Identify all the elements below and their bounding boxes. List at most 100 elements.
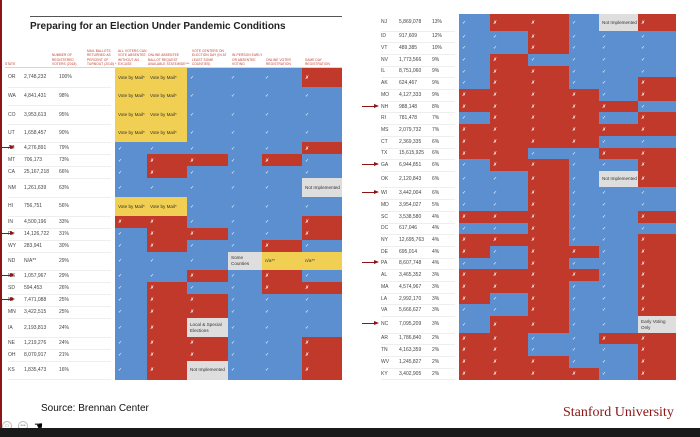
check-icon: ✓: [569, 344, 599, 357]
check-icon: ✓: [459, 65, 490, 78]
row-divider: [381, 234, 455, 236]
vote-by-mail-cell: Vote by Mail*: [147, 86, 187, 106]
state-code: CT: [381, 138, 388, 145]
vote-by-mail-cell: Vote by Mail*: [115, 68, 147, 88]
registered-voters: 8,070,917: [24, 351, 47, 358]
x-icon: ✗: [262, 270, 302, 283]
x-icon: ✗: [490, 316, 528, 334]
check-icon: ✓: [147, 251, 187, 271]
mail-ballot-percent: 6%: [432, 176, 440, 183]
x-icon: ✗: [302, 215, 342, 229]
check-icon: ✓: [228, 105, 262, 125]
state-code: WY: [8, 242, 17, 249]
registered-voters: 4,163,359: [399, 347, 422, 354]
x-icon: ✗: [262, 154, 302, 167]
check-icon: ✓: [115, 142, 147, 155]
state-code: NJ: [381, 19, 388, 26]
x-icon: ✗: [459, 245, 490, 259]
mail-ballot-percent: 56%: [59, 203, 70, 210]
check-icon: ✓: [147, 270, 187, 283]
check-icon: ✓: [569, 257, 599, 270]
check-icon: ✓: [569, 159, 599, 172]
check-icon: ✓: [228, 178, 262, 198]
row-divider: [381, 42, 455, 44]
registered-voters: 2,369,335: [399, 138, 422, 145]
check-icon: ✓: [569, 199, 599, 212]
cell-label: Vote by Mail*: [118, 203, 145, 209]
row-divider: [8, 239, 111, 241]
x-icon: ✗: [528, 89, 569, 102]
x-icon: ✗: [147, 154, 187, 167]
x-icon: ✗: [490, 356, 528, 369]
check-icon: ✓: [302, 318, 342, 338]
column-header: Online voter registration: [266, 57, 291, 66]
x-icon: ✗: [569, 124, 599, 137]
x-icon: ✗: [599, 100, 638, 113]
check-icon: ✓: [638, 53, 676, 67]
row-divider: [8, 166, 111, 168]
row-divider: [381, 344, 455, 346]
x-icon: ✗: [490, 124, 528, 137]
column-header: All voters can vote absentee without an …: [118, 49, 147, 66]
highlight-arrow-icon: [362, 103, 379, 109]
vote-by-mail-cell: Vote by Mail*: [115, 105, 147, 125]
check-icon: ✓: [569, 332, 599, 345]
x-icon: ✗: [528, 159, 569, 172]
check-icon: ✓: [228, 336, 262, 350]
check-icon: ✓: [599, 89, 638, 102]
check-icon: ✓: [187, 105, 228, 125]
check-icon: ✓: [638, 65, 676, 78]
vote-by-mail-cell: Vote by Mail*: [147, 105, 187, 125]
row-divider: [8, 227, 111, 229]
x-icon: ✗: [638, 332, 676, 345]
highlight-arrow-icon: [0, 145, 15, 150]
check-icon: ✓: [459, 14, 490, 31]
state-code: SD: [8, 285, 15, 292]
x-icon: ✗: [459, 367, 490, 380]
mail-ballot-percent: 29%: [59, 257, 70, 264]
row-divider: [381, 199, 455, 201]
x-icon: ✗: [528, 367, 569, 380]
registered-voters: 4,127,333: [399, 91, 422, 98]
x-icon: ✗: [490, 100, 528, 113]
x-icon: ✗: [490, 344, 528, 357]
state-code: TN: [381, 347, 388, 354]
check-icon: ✓: [115, 166, 147, 179]
row-divider: [381, 77, 455, 79]
x-icon: ✗: [528, 124, 569, 137]
state-code: OK: [381, 176, 389, 183]
vote-by-mail-cell: n/a**: [262, 251, 302, 271]
x-icon: ✗: [638, 159, 676, 172]
state-code: AR: [381, 335, 388, 342]
registered-voters: 2,193,813: [24, 324, 47, 331]
check-icon: ✓: [599, 234, 638, 247]
row-divider: [381, 379, 455, 381]
mail-ballot-percent: 31%: [59, 230, 70, 237]
note-cell: Early Voting Only: [638, 316, 676, 334]
registered-voters: 917,609: [399, 33, 418, 40]
x-icon: ✗: [459, 332, 490, 345]
x-icon: ✗: [599, 332, 638, 345]
x-icon: ✗: [638, 245, 676, 259]
vote-by-mail-cell: Vote by Mail*: [147, 68, 187, 88]
state-code: NV: [381, 56, 388, 63]
check-icon: ✓: [599, 65, 638, 78]
mail-ballot-percent: 100%: [59, 74, 72, 81]
x-icon: ✗: [490, 281, 528, 294]
check-icon: ✓: [599, 199, 638, 212]
check-icon: ✓: [490, 257, 528, 270]
check-icon: ✓: [262, 178, 302, 198]
check-icon: ✓: [187, 166, 228, 179]
check-icon: ✓: [228, 318, 262, 338]
x-icon: ✗: [638, 77, 676, 90]
mail-ballot-percent: 3%: [432, 272, 440, 279]
row-divider: [381, 332, 455, 334]
check-icon: ✓: [115, 251, 147, 271]
check-icon: ✓: [569, 356, 599, 369]
x-icon: ✗: [459, 269, 490, 282]
registered-voters: 1,245,827: [399, 358, 422, 365]
check-icon: ✓: [115, 270, 147, 283]
mail-ballot-percent: 7%: [432, 126, 440, 133]
mail-ballot-percent: 3%: [432, 321, 440, 328]
registered-voters: 2,748,232: [24, 74, 47, 81]
